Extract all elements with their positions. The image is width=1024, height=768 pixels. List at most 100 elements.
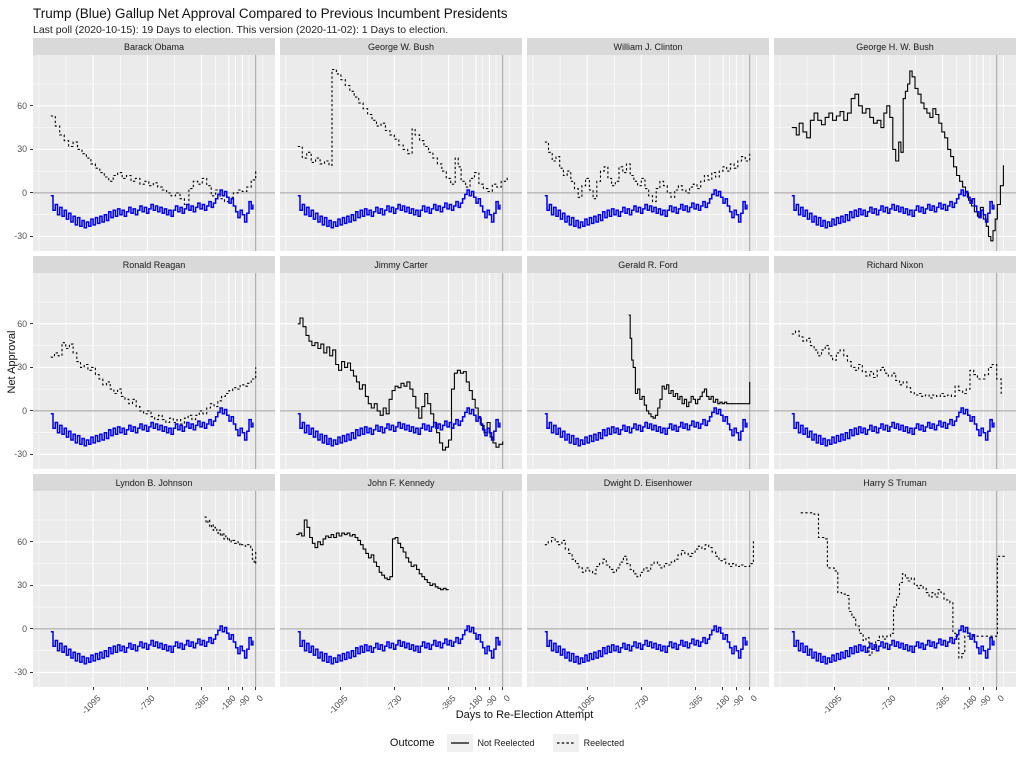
y-tick-label: -30 xyxy=(14,449,27,460)
facet-strip-label: Dwight D. Eisenhower xyxy=(603,477,693,488)
facet-panel xyxy=(527,273,769,469)
facet-panel xyxy=(527,55,769,251)
y-tick-mark xyxy=(30,671,33,673)
x-tick-mark xyxy=(996,687,998,690)
x-tick-mark xyxy=(735,687,737,690)
facet-strip: William J. Clinton xyxy=(527,38,769,55)
trump-approval-line xyxy=(544,189,748,229)
x-tick-mark xyxy=(586,687,588,690)
x-tick-label: 0 xyxy=(254,693,265,704)
facet-strip-label: Jimmy Carter xyxy=(374,259,428,270)
y-tick-label: 60 xyxy=(17,100,27,111)
x-tick-label: -90 xyxy=(976,693,993,710)
president-approval-line xyxy=(791,70,1004,242)
facet-panel xyxy=(280,55,522,251)
facet-strip: Ronald Reagan xyxy=(33,256,275,273)
facet-strip: George W. Bush xyxy=(280,38,522,55)
legend-entry-label: Reelected xyxy=(583,738,625,748)
president-approval-line xyxy=(628,314,751,419)
facet-strip-label: George W. Bush xyxy=(367,41,435,52)
x-tick-mark xyxy=(146,687,148,690)
president-approval-line xyxy=(544,536,754,578)
x-tick-mark xyxy=(640,687,642,690)
x-tick-mark xyxy=(393,687,395,690)
facet-strip: Harry S Truman xyxy=(774,474,1016,491)
facet-panel xyxy=(774,55,1016,251)
facet-strip: Gerald R. Ford xyxy=(527,256,769,273)
x-tick-mark xyxy=(749,687,751,690)
facet-strip-label: Gerald R. Ford xyxy=(618,259,678,270)
president-approval-line xyxy=(791,330,1002,399)
solid-line-key-icon xyxy=(446,734,473,752)
y-tick-mark xyxy=(30,235,33,237)
trump-approval-line xyxy=(297,407,501,447)
x-tick-mark xyxy=(969,687,971,690)
y-tick-label: 60 xyxy=(17,536,27,547)
facet-strip: Lyndon B. Johnson xyxy=(33,474,275,491)
trump-approval-line xyxy=(544,407,748,447)
y-tick-label: 30 xyxy=(17,144,27,155)
x-tick-mark xyxy=(942,687,943,690)
y-tick-label: 0 xyxy=(22,405,27,416)
facet-strip: John F. Kennedy xyxy=(280,474,522,491)
president-approval-line xyxy=(297,68,508,193)
president-approval-line xyxy=(297,317,504,451)
x-tick-mark xyxy=(502,687,504,690)
x-tick-mark xyxy=(982,687,984,690)
x-tick-mark xyxy=(448,687,449,690)
x-tick-mark xyxy=(722,687,724,690)
x-tick-mark xyxy=(255,687,257,690)
y-tick-mark xyxy=(30,366,33,368)
facet-strip-label: George H. W. Bush xyxy=(856,41,934,52)
facet-panel xyxy=(774,491,1016,687)
trump-approval-line xyxy=(297,625,501,665)
y-tick-mark xyxy=(30,453,33,455)
facet-strip-label: Barack Obama xyxy=(123,41,185,52)
facet-panel xyxy=(33,273,275,469)
facet-panel xyxy=(774,273,1016,469)
facet-strip: Barack Obama xyxy=(33,38,275,55)
president-approval-line xyxy=(296,519,449,591)
legend: Outcome Not Reelected Reelected xyxy=(0,734,1024,752)
facet-strip: Dwight D. Eisenhower xyxy=(527,474,769,491)
x-axis-title: Days to Re-Election Attempt xyxy=(455,709,594,721)
y-tick-mark xyxy=(30,628,33,630)
facet-panel xyxy=(280,491,522,687)
x-tick-label: 0 xyxy=(995,693,1006,704)
x-tick-mark xyxy=(488,687,490,690)
y-tick-label: 60 xyxy=(17,318,27,329)
trump-approval-line xyxy=(50,625,254,665)
president-approval-line xyxy=(50,342,257,425)
page-subtitle: Last poll (2020-10-15): 19 Days to elect… xyxy=(33,24,449,36)
y-tick-label: 0 xyxy=(22,623,27,634)
legend-entry-label: Not Reelected xyxy=(477,738,535,748)
legend-entry-reelected: Reelected xyxy=(552,734,635,752)
facet-panel xyxy=(280,273,522,469)
trump-approval-line xyxy=(50,189,254,229)
facet-strip-label: Lyndon B. Johnson xyxy=(115,477,193,488)
x-tick-mark xyxy=(228,687,230,690)
legend-entry-not-reelected: Not Reelected xyxy=(446,734,545,752)
y-tick-label: 30 xyxy=(17,362,27,373)
facet-panel xyxy=(33,491,275,687)
x-tick-mark xyxy=(695,687,696,690)
trump-approval-line xyxy=(544,625,748,665)
facet-strip: Jimmy Carter xyxy=(280,256,522,273)
y-tick-mark xyxy=(30,541,33,543)
trump-approval-line xyxy=(297,189,501,229)
dashed-line-key-icon xyxy=(552,734,579,752)
y-tick-mark xyxy=(30,584,33,586)
facet-strip: Richard Nixon xyxy=(774,256,1016,273)
trump-approval-line xyxy=(791,625,995,665)
president-approval-line xyxy=(204,516,257,565)
president-approval-line xyxy=(544,141,751,203)
page-title: Trump (Blue) Gallup Net Approval Compare… xyxy=(33,6,508,21)
trump-approval-line xyxy=(791,189,995,229)
facet-strip-label: Harry S Truman xyxy=(863,477,927,488)
y-tick-mark xyxy=(30,105,33,107)
x-tick-mark xyxy=(339,687,341,690)
x-tick-mark xyxy=(887,687,889,690)
facet-strip: George H. W. Bush xyxy=(774,38,1016,55)
x-tick-mark xyxy=(833,687,835,690)
